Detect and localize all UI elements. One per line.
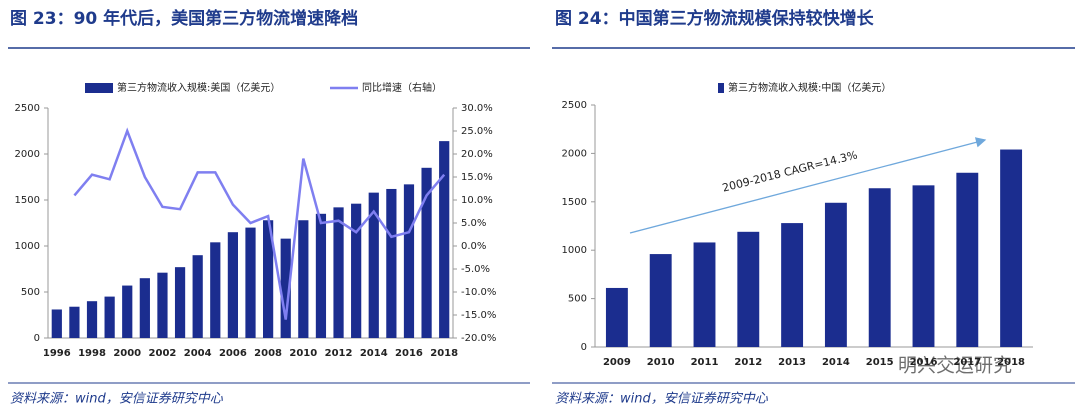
bar	[86, 301, 98, 338]
y-tick-label: 2500	[562, 100, 587, 111]
y2-tick-label: 10.0%	[461, 195, 493, 206]
bar	[605, 287, 628, 347]
bar	[69, 306, 80, 338]
bar	[174, 267, 186, 338]
bar	[403, 184, 415, 338]
y2-tick-label: 5.0%	[461, 218, 486, 229]
legend-swatch	[718, 83, 724, 93]
bar	[227, 232, 238, 338]
y2-tick-label: 0.0%	[461, 241, 486, 252]
annotation: 2009-2018 CAGR=14.3%	[721, 148, 859, 194]
bar	[649, 254, 672, 347]
y-tick-label: 0	[581, 342, 587, 353]
watermark: 明兴交运研究	[898, 355, 1012, 377]
x-tick-label: 2017	[953, 357, 981, 368]
x-tick-label: 2016	[910, 357, 938, 368]
y2-tick-label: 25.0%	[461, 126, 493, 137]
bar	[333, 207, 344, 338]
x-tick-label: 2016	[395, 348, 423, 359]
bar	[192, 255, 203, 338]
chart-title: 图 23：90 年代后，美国第三方物流增速降档	[10, 8, 358, 29]
x-tick-label: 2010	[647, 357, 675, 368]
x-tick-label: 2011	[691, 357, 719, 368]
legend-label: 第三方物流收入规模:美国（亿美元）	[117, 81, 280, 94]
x-tick-label: 2006	[219, 348, 247, 359]
trend-arrow	[629, 137, 987, 234]
line	[73, 127, 446, 320]
x-tick-label: 2014	[822, 357, 850, 368]
bar	[351, 203, 362, 338]
source: 资料来源：wind，安信证券研究中心	[555, 391, 769, 407]
y2-tick-label: 30.0%	[461, 103, 493, 114]
x-tick-label: 2000	[113, 348, 141, 359]
y2-tick-label: 20.0%	[461, 149, 493, 160]
x-tick-label: 2012	[325, 348, 353, 359]
bar	[298, 220, 309, 338]
y-tick-label: 2000	[15, 149, 40, 160]
bar	[386, 188, 397, 338]
y2-tick-label: -15.0%	[461, 310, 496, 321]
y-tick-label: 0	[34, 333, 40, 344]
y-tick-label: 500	[568, 294, 587, 305]
bar	[693, 242, 716, 347]
bar	[737, 231, 760, 347]
bar	[280, 238, 291, 338]
y2-tick-label: -20.0%	[461, 333, 496, 344]
y-tick-label: 1500	[562, 197, 587, 208]
bar	[956, 172, 979, 347]
bar	[122, 285, 133, 338]
bar	[868, 188, 891, 347]
x-tick-label: 1996	[43, 348, 71, 359]
bar	[139, 278, 150, 338]
legend-label: 同比增速（右轴）	[362, 81, 442, 94]
bar	[245, 227, 256, 338]
bar	[824, 202, 847, 347]
x-tick-label: 2018	[430, 348, 458, 359]
x-tick-label: 2010	[289, 348, 317, 359]
chart-title: 图 24：中国第三方物流规模保持较快增长	[555, 8, 875, 29]
bar	[210, 242, 221, 338]
bar	[51, 309, 62, 338]
y-tick-label: 2500	[15, 103, 40, 114]
legend-label: 第三方物流收入规模:中国（亿美元）	[728, 81, 891, 94]
x-tick-label: 2018	[997, 357, 1025, 368]
y-tick-label: 500	[21, 287, 40, 298]
x-tick-label: 2008	[254, 348, 282, 359]
bar	[157, 272, 168, 338]
bar	[315, 213, 327, 338]
x-tick-label: 2004	[184, 348, 212, 359]
bar	[439, 141, 450, 338]
y-tick-label: 2000	[562, 148, 587, 159]
bar	[781, 223, 804, 347]
bar	[104, 296, 115, 338]
bar	[421, 167, 432, 338]
bar	[368, 192, 379, 338]
x-tick-label: 2002	[149, 348, 177, 359]
x-tick-label: 2009	[603, 357, 631, 368]
legend-swatch	[85, 83, 113, 93]
y-tick-label: 1000	[15, 241, 40, 252]
x-tick-label: 2012	[734, 357, 762, 368]
y2-tick-label: -10.0%	[461, 287, 496, 298]
x-tick-label: 2014	[360, 348, 388, 359]
x-tick-label: 2015	[866, 357, 894, 368]
bar	[1000, 149, 1023, 347]
x-tick-label: 1998	[78, 348, 106, 359]
y2-tick-label: 15.0%	[461, 172, 493, 183]
x-tick-label: 2013	[778, 357, 806, 368]
bar	[912, 185, 935, 347]
y2-tick-label: -5.0%	[461, 264, 490, 275]
y-tick-label: 1500	[15, 195, 40, 206]
source: 资料来源：wind，安信证券研究中心	[10, 391, 224, 407]
y-tick-label: 1000	[562, 245, 587, 256]
bar	[263, 220, 274, 338]
